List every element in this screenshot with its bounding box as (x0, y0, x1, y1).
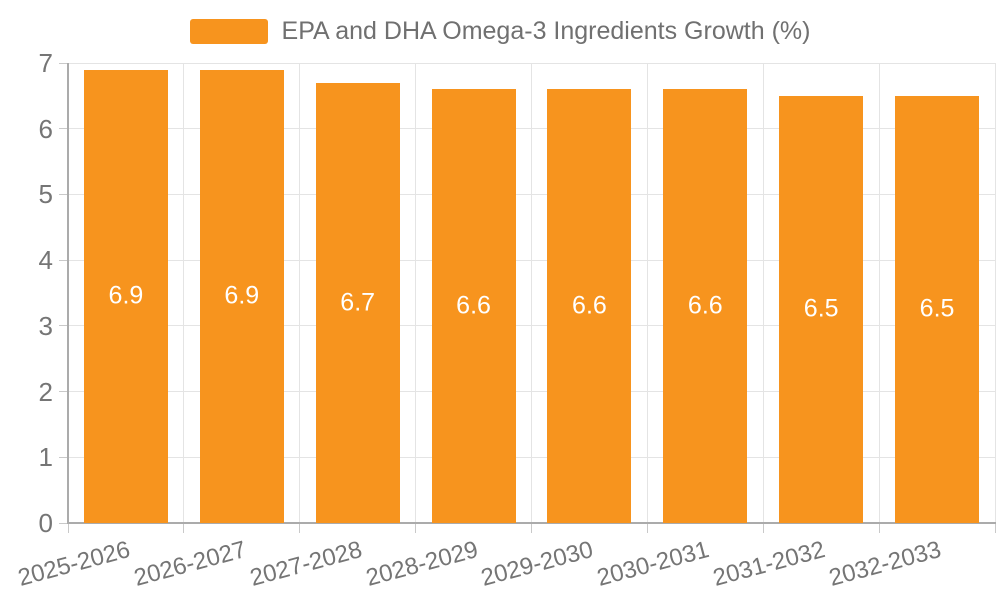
v-gridline (531, 63, 532, 523)
x-tick (646, 523, 648, 533)
y-tick (59, 62, 68, 64)
y-tick-label: 6 (38, 113, 53, 144)
bar-value-label: 6.5 (919, 294, 955, 323)
v-gridline (415, 63, 417, 523)
x-tick (994, 523, 996, 533)
v-gridline (646, 63, 648, 523)
x-axis-line (67, 522, 996, 524)
v-gridline (762, 63, 764, 523)
bar-value-label: 6.7 (340, 288, 376, 317)
y-tick-label: 3 (38, 310, 53, 341)
x-tick (415, 523, 417, 533)
x-tick (531, 523, 532, 533)
bar[interactable]: 6.6 (547, 89, 632, 523)
bar[interactable]: 6.9 (83, 69, 168, 523)
x-tick (183, 523, 185, 533)
bar[interactable]: 6.6 (431, 89, 516, 523)
bar[interactable]: 6.7 (315, 82, 400, 523)
x-tick (67, 523, 69, 533)
bar[interactable]: 6.5 (779, 95, 864, 523)
bar-value-label: 6.9 (224, 281, 260, 310)
y-tick-label: 1 (38, 442, 53, 473)
y-axis-line (67, 63, 69, 523)
y-tick (59, 391, 68, 393)
bar-value-label: 6.6 (687, 291, 723, 320)
y-tick-label: 0 (38, 508, 53, 538)
y-tick (59, 325, 68, 327)
y-tick (59, 259, 68, 261)
bar[interactable]: 6.9 (199, 69, 284, 523)
x-tick (299, 523, 301, 533)
v-gridline (878, 63, 880, 523)
y-tick (59, 456, 68, 458)
v-gridline (183, 63, 185, 523)
legend-swatch (189, 18, 268, 44)
y-tick-label: 5 (38, 179, 53, 210)
y-tick-label: 2 (38, 376, 53, 407)
v-gridline (994, 63, 996, 523)
legend[interactable]: EPA and DHA Omega-3 Ingredients Growth (… (0, 13, 1000, 49)
legend-label: EPA and DHA Omega-3 Ingredients Growth (… (281, 16, 811, 45)
x-tick (762, 523, 764, 533)
bar-value-label: 6.5 (803, 294, 839, 323)
y-tick (59, 193, 68, 195)
y-tick-label: 4 (38, 245, 53, 276)
bar[interactable]: 6.6 (663, 89, 748, 523)
bar-value-label: 6.6 (572, 291, 607, 320)
y-tick (59, 128, 68, 130)
bar-value-label: 6.9 (108, 281, 144, 310)
y-tick-label: 7 (38, 48, 53, 78)
v-gridline (299, 63, 301, 523)
bar[interactable]: 6.5 (895, 95, 980, 523)
y-tick (59, 522, 68, 524)
bar-value-label: 6.6 (456, 291, 491, 320)
x-tick (878, 523, 880, 533)
